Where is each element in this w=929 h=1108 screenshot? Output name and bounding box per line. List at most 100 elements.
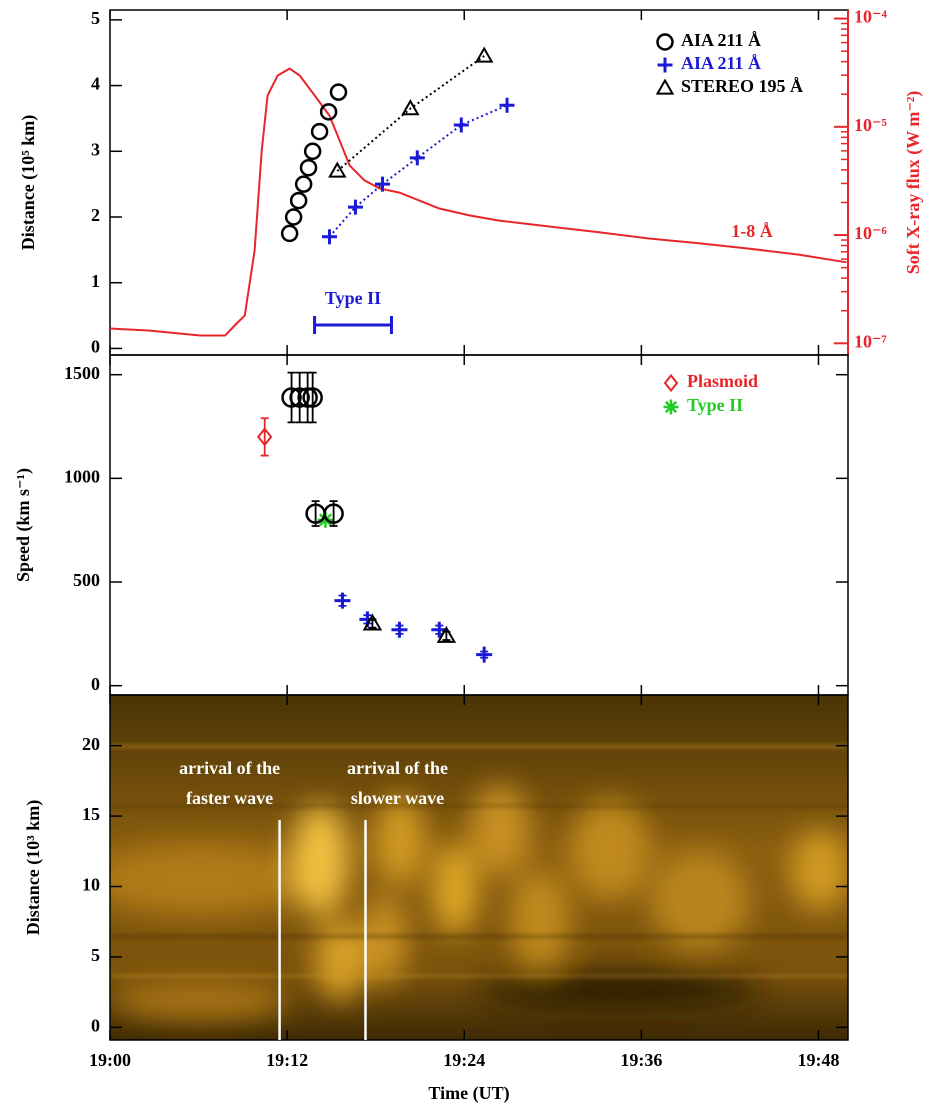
- triangle-marker: [401, 99, 420, 116]
- plus-marker: [391, 621, 408, 638]
- circle-marker: [303, 142, 322, 161]
- connector-line: [336, 55, 485, 172]
- marker-circle: [656, 33, 674, 51]
- circle-marker: [310, 122, 329, 141]
- marker-circle: [302, 387, 323, 408]
- flux-curve: [109, 67, 847, 337]
- y-tick-label: 3: [91, 139, 100, 159]
- plus-marker: [321, 229, 337, 245]
- circle-marker: [284, 208, 303, 226]
- error-bar: [308, 371, 317, 424]
- image-blob: [790, 830, 848, 910]
- marker-plus: [657, 57, 673, 73]
- plus-marker: [334, 592, 351, 609]
- legend-label: AIA 211 Å: [681, 53, 761, 73]
- circle-marker: [280, 224, 299, 243]
- marker-circle: [319, 103, 338, 121]
- x-tick-label: 19:00: [89, 1050, 131, 1070]
- y2-tick-label: 10⁻⁴: [854, 7, 888, 27]
- marker-plus: [321, 229, 337, 245]
- plus-marker: [499, 97, 515, 113]
- y-axis-label: Speed (km s⁻¹): [13, 468, 34, 582]
- marker-circle: [323, 503, 344, 524]
- circle-marker: [297, 387, 318, 408]
- triangle-marker: [474, 46, 494, 63]
- plus-marker: [374, 176, 390, 192]
- plus-marker: [657, 57, 673, 73]
- arrival-label: slower wave: [351, 788, 444, 808]
- marker-triangle: [655, 78, 675, 95]
- image-blob: [110, 845, 310, 915]
- y-tick-label: 4: [91, 74, 100, 94]
- y-tick-label: 15: [82, 804, 100, 824]
- y-tick-label: 2: [91, 205, 100, 225]
- x-tick-label: 19:24: [443, 1050, 485, 1070]
- image-blob: [375, 795, 425, 885]
- marker-circle: [284, 208, 303, 226]
- asterisk-marker: [663, 399, 679, 415]
- marker-plus: [476, 646, 493, 663]
- image-blob: [292, 805, 348, 915]
- intensity-image: [110, 695, 848, 1040]
- marker-plus: [453, 117, 469, 133]
- triangle-marker: [362, 613, 383, 631]
- marker-circle: [303, 142, 322, 161]
- circle-marker: [656, 33, 674, 51]
- image-blob: [433, 845, 477, 935]
- y2-tick-label: 10⁻⁵: [854, 115, 888, 135]
- circle-marker: [289, 191, 308, 210]
- x-tick-label: 19:36: [620, 1050, 662, 1070]
- triangle-marker: [655, 78, 675, 95]
- marker-triangle: [474, 46, 494, 63]
- legend-label: Plasmoid: [687, 371, 758, 391]
- y-axis-label: Distance (10³ km): [23, 800, 44, 935]
- marker-diamond: [663, 373, 679, 393]
- y-tick-label: 500: [73, 570, 100, 590]
- legend-label: Type II: [687, 395, 743, 415]
- plot-frame: [109, 694, 849, 1041]
- marker-triangle: [401, 99, 420, 116]
- y-tick-label: 5: [91, 945, 100, 965]
- diamond-marker: [663, 373, 679, 393]
- image-blob: [570, 800, 650, 900]
- x-axis-label: Time (UT): [428, 1083, 509, 1104]
- marker-asterisk: [663, 399, 679, 415]
- image-blob: [510, 870, 570, 970]
- triangle-marker: [328, 161, 347, 178]
- marker-triangle: [436, 625, 457, 643]
- marker-circle: [289, 387, 310, 408]
- x-tick-label: 19:12: [266, 1050, 308, 1070]
- marker-circle: [299, 158, 318, 177]
- y-tick-label: 0: [91, 1015, 100, 1035]
- triangle-marker: [436, 625, 457, 643]
- range-label: Type II: [325, 288, 381, 308]
- plus-marker: [409, 150, 425, 166]
- error-bar: [260, 417, 269, 457]
- y-tick-label: 10: [82, 875, 100, 895]
- marker-plus: [374, 176, 390, 192]
- range-bar: [313, 316, 393, 334]
- circle-marker: [289, 387, 310, 408]
- image-blob: [650, 850, 750, 950]
- marker-circle: [310, 122, 329, 141]
- marker-circle: [329, 83, 348, 101]
- y2-tick-label: 10⁻⁷: [854, 331, 888, 351]
- image-streaks: [110, 745, 848, 977]
- marker-circle: [297, 387, 318, 408]
- marker-plus: [409, 150, 425, 166]
- y2-axis-label: Soft X-ray flux (W m⁻²): [903, 91, 924, 275]
- y-axis-label: Distance (10⁵ km): [18, 115, 39, 250]
- y-tick-label: 5: [91, 8, 100, 28]
- y-tick-label: 20: [82, 734, 100, 754]
- y-tick-label: 1500: [64, 363, 100, 383]
- image-features: [110, 785, 848, 1020]
- marker-circle: [280, 224, 299, 243]
- arrival-label: arrival of the: [347, 758, 448, 778]
- legend-label: AIA 211 Å: [681, 30, 761, 50]
- circle-marker: [302, 387, 323, 408]
- marker-triangle: [362, 613, 383, 631]
- marker-plus: [499, 97, 515, 113]
- marker-diamond: [257, 427, 273, 447]
- diamond-marker: [257, 427, 273, 447]
